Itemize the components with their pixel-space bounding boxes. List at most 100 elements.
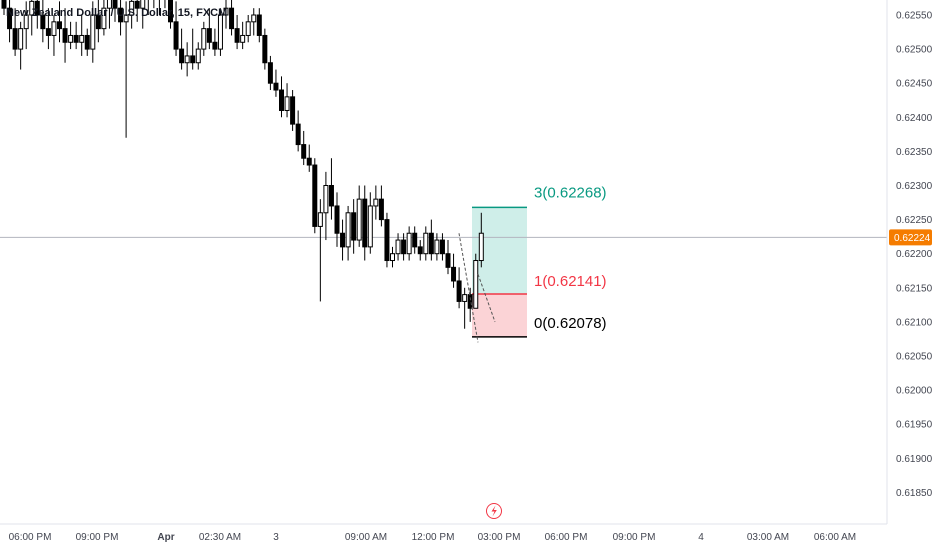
projection-line bbox=[477, 273, 496, 323]
price-tick-label: 0.62550 bbox=[896, 11, 932, 22]
candle-body bbox=[84, 34, 90, 50]
candle-body bbox=[106, 0, 112, 9]
candle-body bbox=[290, 96, 296, 125]
candle-body bbox=[179, 48, 185, 64]
candle-body bbox=[101, 7, 107, 30]
price-tick-label: 0.62150 bbox=[896, 283, 932, 294]
price-tick-label: 0.62450 bbox=[896, 79, 932, 90]
candle-body bbox=[267, 62, 273, 84]
candle-body bbox=[184, 55, 190, 64]
candle-body bbox=[201, 28, 207, 50]
candle-body bbox=[123, 14, 129, 23]
candle-body bbox=[395, 239, 401, 255]
time-tick-label: 06:00 AM bbox=[814, 532, 856, 543]
candle-body bbox=[473, 260, 479, 309]
candle-body bbox=[62, 28, 68, 43]
time-axis[interactable]: 06:00 PM 09:00 PM Apr 02:30 AM 3 09:00 AM 12:0… bbox=[9, 532, 857, 543]
candle-body bbox=[373, 198, 379, 207]
candle-body bbox=[362, 198, 368, 248]
candle-body bbox=[439, 239, 445, 255]
candle-body bbox=[390, 253, 395, 262]
candle-body bbox=[73, 34, 79, 43]
candle-body bbox=[173, 21, 179, 50]
price-tick-label: 0.62000 bbox=[896, 386, 932, 397]
time-tick-label: 09:00 PM bbox=[76, 532, 119, 543]
candle-body bbox=[95, 14, 101, 30]
candle-body bbox=[334, 205, 340, 234]
candle-body bbox=[301, 144, 307, 159]
target-level-label: 3(0.62268) bbox=[534, 184, 607, 201]
candle-body bbox=[168, 0, 173, 23]
stop-zone[interactable] bbox=[472, 293, 527, 337]
candle-body bbox=[406, 232, 412, 255]
price-tick-label: 0.62400 bbox=[896, 113, 932, 124]
time-tick-label: 09:00 AM bbox=[345, 532, 387, 543]
candle-body bbox=[279, 89, 284, 111]
current-price-badge bbox=[889, 229, 932, 246]
price-tick-label: 0.62200 bbox=[896, 249, 932, 260]
candle-body bbox=[456, 280, 462, 302]
candle-body bbox=[79, 34, 85, 43]
time-tick-label: 06:00 PM bbox=[545, 532, 588, 543]
time-tick-label: 03:00 PM bbox=[478, 532, 521, 543]
candle-body bbox=[134, 0, 140, 9]
candle-body bbox=[51, 21, 57, 36]
candle-body bbox=[118, 7, 124, 23]
time-tick-label: 3 bbox=[273, 532, 279, 543]
candle-body bbox=[312, 164, 318, 227]
candle-body bbox=[467, 294, 473, 309]
candle-body bbox=[284, 96, 290, 111]
price-tick-label: 0.62100 bbox=[896, 317, 932, 328]
candle-body bbox=[7, 7, 13, 30]
price-tick-label: 0.62050 bbox=[896, 352, 932, 363]
chart-title: New Zealand Dollar / U.S. Dollar, 15, FX… bbox=[6, 7, 228, 19]
candle-body bbox=[240, 34, 246, 43]
price-tick-label: 0.61850 bbox=[896, 488, 932, 499]
candle-body bbox=[378, 198, 384, 221]
base-level-label: 0(0.62078) bbox=[534, 315, 607, 332]
stop-level-label: 1(0.62141) bbox=[534, 273, 607, 290]
time-tick-label: Apr bbox=[157, 532, 174, 543]
time-tick-label: 02:30 AM bbox=[199, 532, 241, 543]
candle-body bbox=[256, 14, 262, 36]
candle-body bbox=[195, 48, 201, 64]
candle-body bbox=[384, 219, 390, 262]
candle-body bbox=[356, 198, 362, 241]
price-tick-label: 0.61900 bbox=[896, 454, 932, 465]
candle-body bbox=[434, 239, 440, 255]
lightning-icon[interactable] bbox=[486, 503, 502, 519]
candle-body bbox=[212, 41, 218, 50]
price-tick-label: 0.61950 bbox=[896, 420, 932, 431]
candle-body bbox=[129, 0, 135, 16]
candle-body bbox=[112, 0, 118, 9]
candles-layer bbox=[1, 0, 484, 329]
candle-body bbox=[251, 14, 257, 23]
candle-body bbox=[401, 239, 407, 255]
candle-body bbox=[18, 28, 24, 50]
candle-body bbox=[45, 28, 51, 36]
candle-body bbox=[423, 232, 429, 255]
time-tick-label: 03:00 AM bbox=[747, 532, 789, 543]
current-price-label: 0.62224 bbox=[894, 233, 931, 244]
candle-body bbox=[451, 266, 457, 282]
price-tick-label: 0.62500 bbox=[896, 45, 932, 56]
candle-body bbox=[417, 246, 423, 255]
candle-body bbox=[273, 82, 279, 91]
candle-body bbox=[90, 14, 96, 50]
candle-body bbox=[34, 0, 40, 16]
candle-body bbox=[190, 55, 196, 64]
candle-body bbox=[328, 185, 334, 207]
time-tick-label: 4 bbox=[698, 532, 704, 543]
candle-body bbox=[445, 253, 451, 268]
time-tick-label: 09:00 PM bbox=[613, 532, 656, 543]
candle-body bbox=[206, 28, 212, 43]
price-axis[interactable]: 0.62550 0.62500 0.62450 0.62400 0.62350 0.623… bbox=[896, 11, 932, 499]
candle-body bbox=[12, 28, 18, 50]
price-tick-label: 0.62250 bbox=[896, 215, 932, 226]
time-tick-label: 12:00 PM bbox=[412, 532, 455, 543]
candle-body bbox=[412, 232, 418, 248]
candle-body bbox=[295, 123, 301, 146]
candle-body bbox=[1, 0, 7, 9]
candle-body bbox=[306, 157, 312, 166]
